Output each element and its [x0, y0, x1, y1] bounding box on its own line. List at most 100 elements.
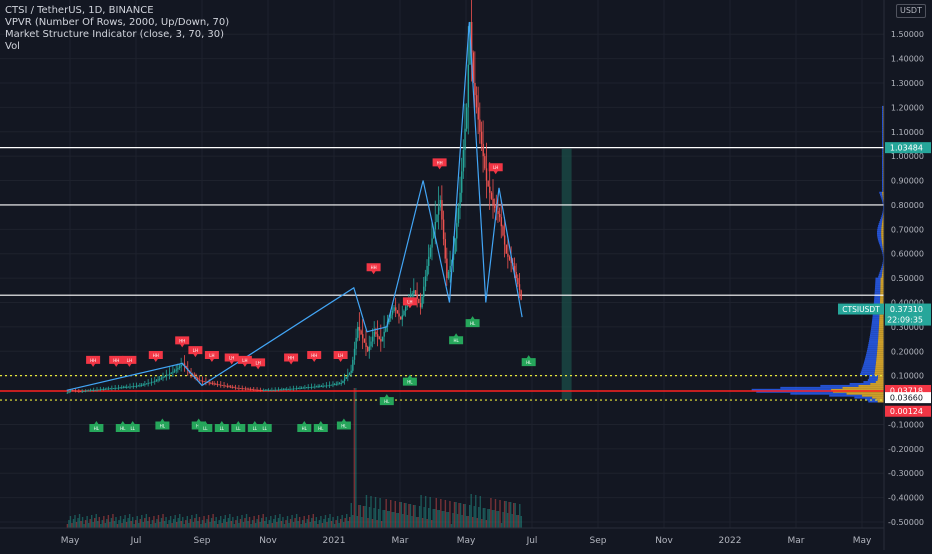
vpvr-bar-up — [883, 211, 884, 213]
volume-bar — [217, 524, 218, 528]
candle-body — [507, 254, 508, 257]
volume-bar — [187, 516, 188, 528]
vpvr-bar-up — [882, 157, 883, 159]
vpvr-bar-up — [882, 250, 883, 252]
volume-bar — [382, 510, 383, 528]
volume-bar — [472, 517, 473, 528]
vpvr-bar-down — [878, 336, 884, 338]
vpvr-bar-up — [872, 317, 879, 319]
y-tick-label: -0.30000 — [888, 469, 924, 478]
volume-bar — [288, 523, 289, 528]
vpvr-bar-up — [877, 233, 881, 235]
volume-bar — [297, 521, 298, 528]
vpvr-bar-up — [882, 184, 883, 186]
legend-symbol[interactable]: CTSI / TetherUS, 1D, BINANCE — [5, 5, 229, 17]
vpvr-bar-up — [882, 151, 883, 153]
vpvr-bar-down — [878, 377, 884, 379]
vpvr-bar-up — [875, 282, 880, 284]
volume-bar — [478, 507, 479, 528]
vpvr-bar-up — [860, 373, 874, 375]
volume-bar — [211, 518, 212, 528]
vpvr-bar-up — [882, 114, 883, 116]
volume-bar — [332, 517, 333, 528]
vpvr-bar-down — [877, 352, 884, 354]
vpvr-bar-up — [867, 352, 877, 354]
vpvr-bar-up — [882, 170, 883, 172]
candle-body — [426, 266, 427, 276]
vpvr-bar-down — [872, 397, 884, 399]
candle-body — [296, 388, 297, 389]
volume-bar — [313, 514, 314, 528]
candle-body — [255, 390, 256, 391]
volume-bar — [130, 521, 131, 528]
x-tick-label: 2021 — [323, 536, 346, 546]
vpvr-bar-down — [878, 342, 884, 344]
volume-bar — [305, 523, 306, 528]
volume-bar — [402, 514, 403, 528]
candle-body — [428, 257, 429, 266]
legend-vol[interactable]: Vol — [5, 41, 229, 53]
x-tick-label: Nov — [259, 536, 277, 546]
candle-body — [405, 307, 406, 311]
x-tick-label: Jul — [130, 536, 142, 546]
volume-bar — [253, 516, 254, 528]
volume-bar — [310, 522, 311, 528]
volume-bar — [144, 518, 145, 528]
candle-body — [360, 331, 361, 335]
vpvr-bar-up — [874, 299, 880, 301]
candle-body — [270, 390, 271, 391]
volume-bar — [206, 519, 207, 528]
candle-body — [474, 83, 475, 95]
volume-bar — [209, 522, 210, 528]
candle-body — [120, 388, 121, 389]
candle-body — [380, 339, 381, 341]
candle-body — [329, 385, 330, 386]
volume-bar — [135, 520, 136, 528]
volume-bar — [200, 524, 201, 528]
vpvr-bar-up — [882, 172, 883, 174]
volume-bar — [140, 519, 141, 528]
legend-market-structure[interactable]: Market Structure Indicator (close, 3, 70… — [5, 29, 229, 41]
volume-bar — [234, 524, 235, 528]
candle-body — [124, 387, 125, 388]
legend-vpvr[interactable]: VPVR (Number Of Rows, 2000, Up/Down, 70) — [5, 17, 229, 29]
vpvr-bar-up — [880, 194, 882, 196]
x-tick-label: May — [61, 536, 80, 546]
vpvr-bar-up — [878, 276, 881, 278]
volume-bar — [458, 503, 459, 528]
candle-body — [256, 390, 257, 391]
vpvr-bar-down — [879, 315, 884, 317]
vpvr-bar-up — [878, 241, 881, 243]
vpvr-bar-up — [867, 348, 877, 350]
vpvr-bar-up — [879, 242, 882, 244]
marker-low-label: HL — [453, 338, 459, 343]
volume-bar — [83, 524, 84, 528]
volume-bar — [413, 505, 414, 528]
currency-unit-badge[interactable]: USDT — [896, 4, 926, 18]
candle-body — [347, 375, 348, 377]
vpvr-bar-up — [854, 397, 872, 399]
volume-bar — [196, 514, 197, 528]
volume-bar — [344, 518, 345, 528]
vpvr-bar-down — [847, 393, 884, 395]
volume-bar — [430, 497, 431, 528]
candle-body — [111, 388, 112, 389]
candle-body — [489, 187, 490, 193]
vpvr-bar-up — [882, 133, 883, 135]
candle-body — [379, 337, 380, 339]
vpvr-bar-up — [882, 188, 883, 190]
marker-low-label: HL — [407, 380, 413, 385]
candle-body — [367, 347, 368, 351]
vpvr-bar-up — [870, 334, 878, 336]
candle-body — [148, 383, 149, 384]
volume-bar — [137, 516, 138, 528]
volume-bar — [109, 522, 110, 528]
candle-body — [141, 385, 142, 386]
candle-body — [103, 389, 104, 390]
x-tick-label: Sep — [590, 536, 607, 546]
vpvr-bar-up — [863, 363, 875, 365]
volume-bar — [249, 517, 250, 528]
volume-bar — [443, 511, 444, 528]
vpvr-bar-down — [876, 360, 884, 362]
